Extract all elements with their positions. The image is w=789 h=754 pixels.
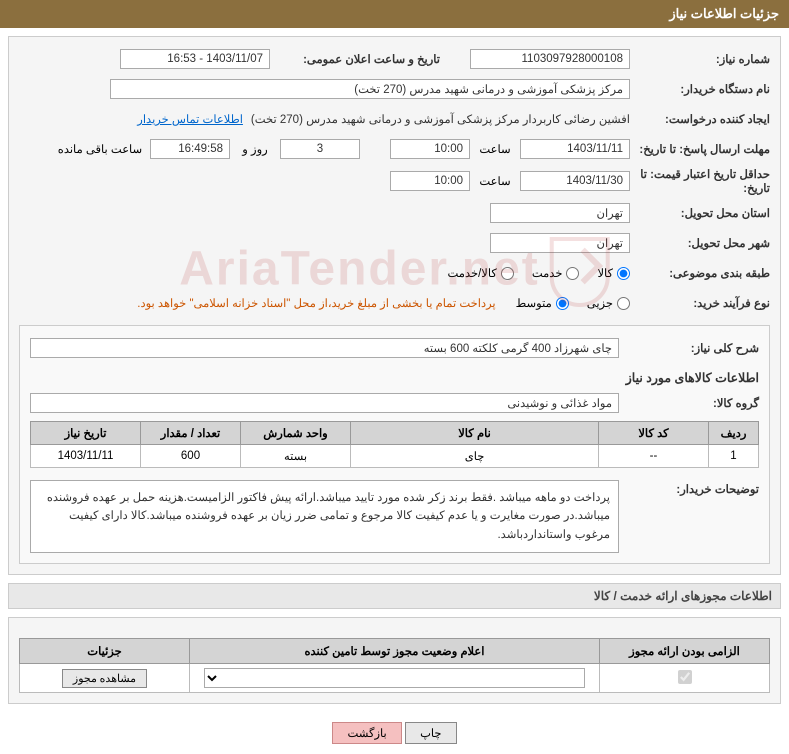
permit-mandatory-checkbox	[678, 670, 692, 684]
permit-cell-mandatory	[600, 664, 770, 693]
process-radio-small[interactable]	[617, 297, 630, 310]
permit-table: الزامی بودن ارائه مجوز اعلام وضعیت مجوز …	[19, 638, 770, 693]
general-desc-label: شرح کلی نیاز:	[619, 341, 759, 355]
goods-table-header-row: ردیف کد کالا نام کالا واحد شمارش تعداد /…	[31, 422, 759, 445]
permit-th-status: اعلام وضعیت مجوز توسط تامین کننده	[190, 639, 600, 664]
price-validity-date: 1403/11/30	[520, 171, 630, 191]
need-number-label: شماره نیاز:	[630, 52, 770, 66]
goods-section-title: اطلاعات کالاهای مورد نیاز	[30, 370, 759, 385]
process-type-radio-group: جزیی متوسط	[516, 296, 630, 310]
print-button[interactable]: چاپ	[405, 722, 456, 744]
buyer-org-field: مرکز پزشکی آموزشی و درمانی شهید مدرس (27…	[110, 79, 630, 99]
goods-th-row: ردیف	[709, 422, 759, 445]
process-radio-medium[interactable]	[556, 297, 569, 310]
row-requester: ایجاد کننده درخواست: افشین رضائی کاربردا…	[19, 107, 770, 131]
goods-table-row: 1 -- چای بسته 600 1403/11/11	[31, 445, 759, 468]
row-need-number: شماره نیاز: 1103097928000108 تاریخ و ساع…	[19, 47, 770, 71]
goods-cell-qty: 600	[141, 445, 241, 468]
category-label: طبقه بندی موضوعی:	[630, 266, 770, 280]
requester-label: ایجاد کننده درخواست:	[630, 112, 770, 126]
buyer-notes-field: پرداخت دو ماهه میباشد .فقط برند زکر شده …	[30, 480, 619, 553]
announce-datetime-label: تاریخ و ساعت اعلان عمومی:	[270, 52, 440, 66]
footer-buttons: چاپ بازگشت	[0, 712, 789, 754]
price-validity-label: حداقل تاریخ اعتبار قیمت: تا تاریخ:	[630, 167, 770, 195]
goods-th-date: تاریخ نیاز	[31, 422, 141, 445]
buyer-org-label: نام دستگاه خریدار:	[630, 82, 770, 96]
category-option-service[interactable]: خدمت	[532, 266, 580, 280]
view-permit-button[interactable]: مشاهده مجوز	[62, 669, 147, 688]
row-deadline: مهلت ارسال پاسخ: تا تاریخ: 1403/11/11 سا…	[19, 137, 770, 161]
goods-group-field: مواد غذائی و نوشیدنی	[30, 393, 619, 413]
process-option-medium[interactable]: متوسط	[516, 296, 569, 310]
row-general-desc: شرح کلی نیاز: چای شهرزاد 400 گرمی کلکته …	[30, 336, 759, 360]
process-option-small[interactable]: جزیی	[587, 296, 630, 310]
goods-cell-unit: بسته	[241, 445, 351, 468]
goods-th-code: کد کالا	[599, 422, 709, 445]
goods-table: ردیف کد کالا نام کالا واحد شمارش تعداد /…	[30, 421, 759, 468]
permit-section-header: اطلاعات مجوزهای ارائه خدمت / کالا	[8, 583, 781, 609]
buyer-notes-label: توضیحات خریدار:	[619, 476, 759, 496]
permit-header-row: الزامی بودن ارائه مجوز اعلام وضعیت مجوز …	[20, 639, 770, 664]
category-option-both[interactable]: کالا/خدمت	[448, 266, 514, 280]
requester-value: افشین رضائی کاربردار مرکز پزشکی آموزشی و…	[251, 112, 630, 126]
deadline-days: 3	[280, 139, 360, 159]
page-title: جزئیات اطلاعات نیاز	[669, 6, 779, 21]
back-button[interactable]: بازگشت	[332, 722, 401, 744]
deadline-remaining-label: ساعت باقی مانده	[50, 142, 150, 156]
goods-info-box: شرح کلی نیاز: چای شهرزاد 400 گرمی کلکته …	[19, 325, 770, 564]
permit-cell-details: مشاهده مجوز	[20, 664, 190, 693]
announce-datetime-field: 1403/11/07 - 16:53	[120, 49, 270, 69]
process-type-note: پرداخت تمام یا بخشی از مبلغ خرید،از محل …	[137, 296, 495, 310]
category-radio-both[interactable]	[501, 267, 514, 280]
process-type-label: نوع فرآیند خرید:	[630, 296, 770, 310]
goods-cell-name: چای	[351, 445, 599, 468]
row-category: طبقه بندی موضوعی: کالا خدمت کالا/خدمت	[19, 261, 770, 285]
buyer-contact-link[interactable]: اطلاعات تماس خریدار	[137, 112, 243, 126]
goods-cell-row: 1	[709, 445, 759, 468]
deadline-remaining: 16:49:58	[150, 139, 230, 159]
permit-status-select[interactable]	[204, 668, 585, 688]
category-option-goods[interactable]: کالا	[597, 266, 630, 280]
category-radio-service[interactable]	[566, 267, 579, 280]
goods-th-name: نام کالا	[351, 422, 599, 445]
row-buyer-org: نام دستگاه خریدار: مرکز پزشکی آموزشی و د…	[19, 77, 770, 101]
need-number-field: 1103097928000108	[470, 49, 630, 69]
permit-box: الزامی بودن ارائه مجوز اعلام وضعیت مجوز …	[8, 617, 781, 704]
permit-th-details: جزئیات	[20, 639, 190, 664]
row-goods-group: گروه کالا: مواد غذائی و نوشیدنی	[30, 391, 759, 415]
delivery-province-field: تهران	[490, 203, 630, 223]
deadline-time-label: ساعت	[470, 142, 520, 156]
deadline-date: 1403/11/11	[520, 139, 630, 159]
permit-table-row: مشاهده مجوز	[20, 664, 770, 693]
goods-cell-code: --	[599, 445, 709, 468]
goods-th-unit: واحد شمارش	[241, 422, 351, 445]
price-validity-time-label: ساعت	[470, 174, 520, 188]
page-header: جزئیات اطلاعات نیاز	[0, 0, 789, 28]
deadline-label: مهلت ارسال پاسخ: تا تاریخ:	[630, 142, 770, 156]
permit-th-mandatory: الزامی بودن ارائه مجوز	[600, 639, 770, 664]
deadline-time: 10:00	[390, 139, 470, 159]
delivery-city-field: تهران	[490, 233, 630, 253]
row-delivery-province: استان محل تحویل: تهران	[19, 201, 770, 225]
price-validity-time: 10:00	[390, 171, 470, 191]
row-buyer-notes: توضیحات خریدار: پرداخت دو ماهه میباشد .ف…	[30, 476, 759, 553]
row-delivery-city: شهر محل تحویل: تهران	[19, 231, 770, 255]
category-radio-group: کالا خدمت کالا/خدمت	[448, 266, 631, 280]
delivery-city-label: شهر محل تحویل:	[630, 236, 770, 250]
row-price-validity: حداقل تاریخ اعتبار قیمت: تا تاریخ: 1403/…	[19, 167, 770, 195]
goods-group-label: گروه کالا:	[619, 396, 759, 410]
delivery-province-label: استان محل تحویل:	[630, 206, 770, 220]
goods-th-qty: تعداد / مقدار	[141, 422, 241, 445]
main-form-container: AriaTender.net شماره نیاز: 1103097928000…	[8, 36, 781, 575]
permit-cell-status	[190, 664, 600, 693]
category-radio-goods[interactable]	[617, 267, 630, 280]
general-desc-field: چای شهرزاد 400 گرمی کلکته 600 بسته	[30, 338, 619, 358]
row-process-type: نوع فرآیند خرید: جزیی متوسط پرداخت تمام …	[19, 291, 770, 315]
deadline-days-label: روز و	[230, 142, 280, 156]
goods-cell-date: 1403/11/11	[31, 445, 141, 468]
